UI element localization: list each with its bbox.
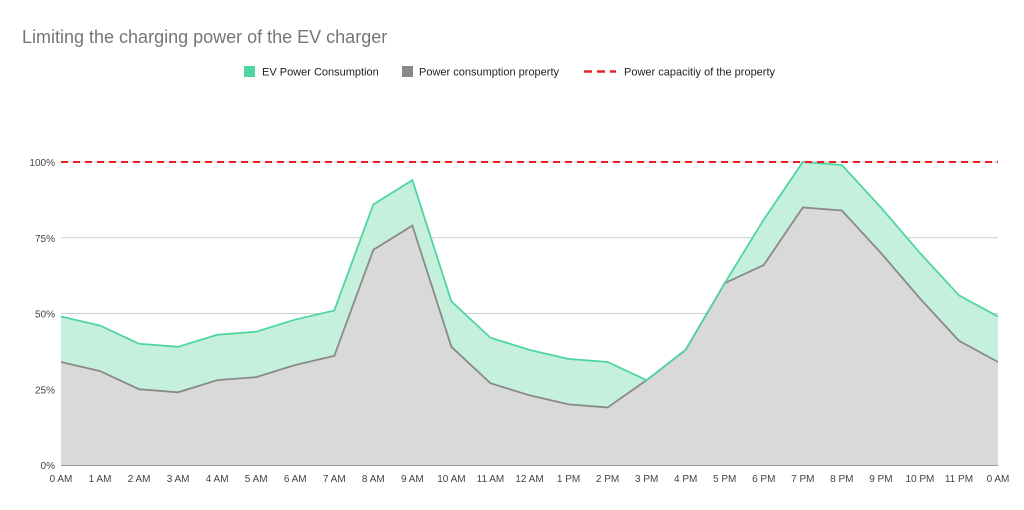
legend-swatch-ev-power (244, 66, 255, 77)
x-tick-label: 4 PM (674, 474, 697, 485)
property-power-line (60, 206, 999, 409)
x-tick-label: 7 PM (791, 474, 814, 485)
x-tick-label: 2 PM (596, 474, 619, 485)
x-tick-label: 7 AM (323, 474, 346, 485)
x-tick-label: 0 AM (987, 474, 1010, 485)
x-tick-label: 10 PM (905, 474, 934, 485)
y-tick-label: 50% (35, 310, 55, 321)
x-tick-label: 1 PM (557, 474, 580, 485)
x-tick-label: 11 PM (945, 474, 973, 485)
legend: EV Power Consumption Power consumption p… (244, 66, 776, 79)
y-tick-label: 75% (35, 234, 55, 245)
x-tick-label: 1 AM (89, 474, 112, 485)
series-lines (60, 161, 999, 409)
x-tick-label: 6 AM (284, 474, 307, 485)
x-tick-label: 3 AM (167, 474, 190, 485)
legend-swatch-property-power (402, 66, 413, 77)
x-tick-label: 5 PM (713, 474, 736, 485)
chart-title: Limiting the charging power of the EV ch… (22, 27, 387, 47)
x-tick-label: 10 AM (437, 474, 465, 485)
x-tick-label: 12 AM (515, 474, 543, 485)
y-tick-label: 0% (41, 461, 56, 472)
x-tick-label: 8 AM (362, 474, 385, 485)
x-tick-label: 9 PM (869, 474, 892, 485)
x-tick-label: 2 AM (128, 474, 151, 485)
legend-label-ev-power: EV Power Consumption (262, 67, 379, 79)
series-areas (61, 162, 998, 465)
legend-label-property-power: Power consumption property (419, 67, 560, 79)
x-tick-label: 9 AM (401, 474, 424, 485)
y-axis-ticks: 0% 25% 50% 75% 100% (29, 158, 55, 472)
x-tick-label: 4 AM (206, 474, 229, 485)
x-axis-ticks: 0 AM 1 AM 2 AM 3 AM 4 AM 5 AM 6 AM 7 AM 8 AM 9 AM… (50, 474, 1010, 485)
x-tick-label: 5 AM (245, 474, 268, 485)
y-tick-label: 25% (35, 385, 55, 396)
legend-label-capacity: Power capacitiy of the property (624, 67, 776, 79)
x-tick-label: 6 PM (752, 474, 775, 485)
y-tick-label: 100% (29, 158, 55, 169)
property-power-area (61, 207, 998, 465)
x-tick-label: 11 AM (477, 474, 505, 485)
x-tick-label: 0 AM (50, 474, 73, 485)
x-tick-label: 3 PM (635, 474, 658, 485)
ev-power-line (60, 161, 999, 382)
x-tick-label: 8 PM (830, 474, 853, 485)
